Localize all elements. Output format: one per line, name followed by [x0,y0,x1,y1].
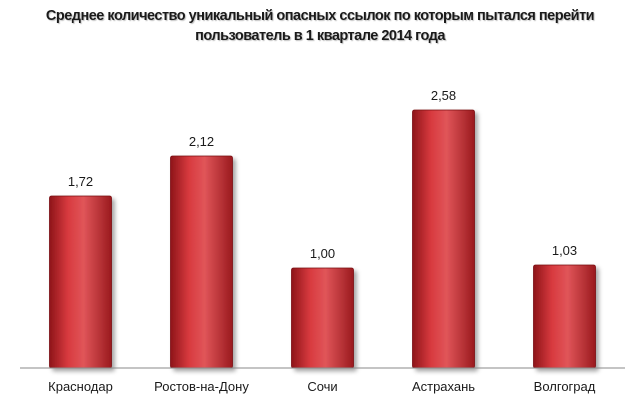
data-label-1: 1,72 [68,174,93,189]
bar-5 [533,264,596,369]
bar-1 [49,195,112,369]
category-label-4: Астрахань [412,379,475,394]
category-label-1: Краснодар [48,379,113,394]
bar-4 [412,109,475,369]
category-label-2: Ростов-на-Дону [154,379,249,394]
data-label-4: 2,58 [431,88,456,103]
chart-title: Среднее количество уникальный опасных сс… [0,6,640,46]
bar-3 [291,267,354,369]
chart-title-line-1: Среднее количество уникальный опасных сс… [45,8,595,24]
category-label-3: Сочи [307,379,337,394]
data-label-3: 1,00 [310,246,335,261]
bar-2 [170,155,233,369]
data-label-5: 1,03 [552,243,577,258]
chart-title-line-2: пользователь в 1 квартале 2014 года [195,28,445,44]
category-label-5: Волгоград [534,379,596,394]
data-label-2: 2,12 [189,134,214,149]
